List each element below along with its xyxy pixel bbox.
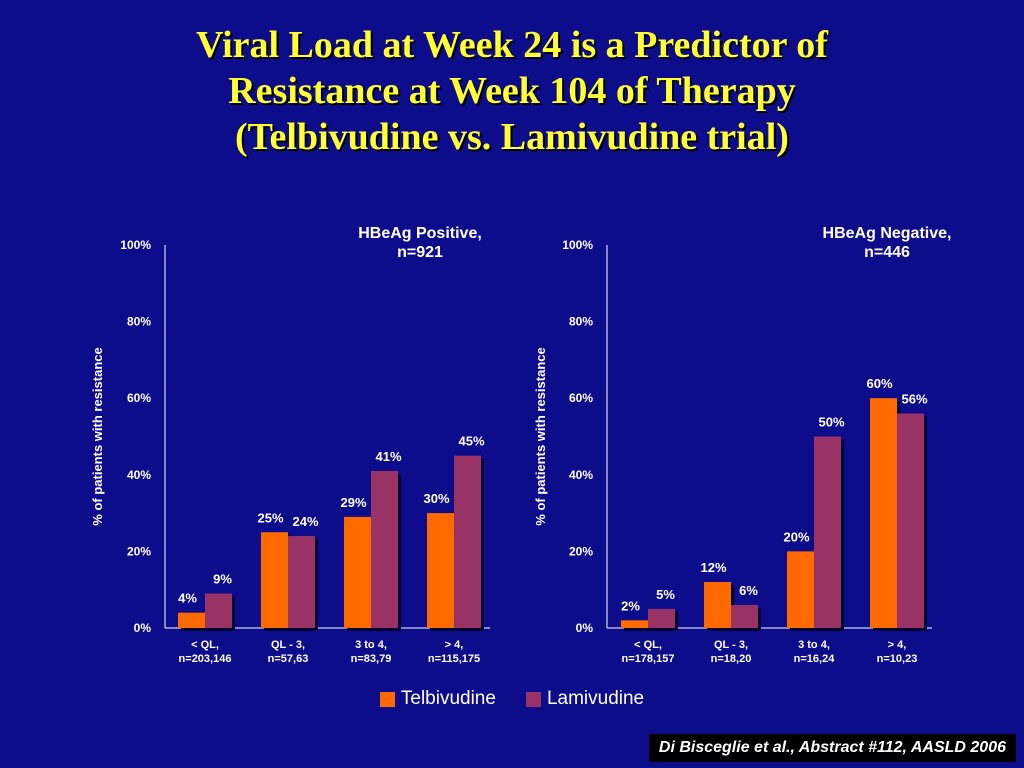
chart2-y-tick-label: 60% xyxy=(569,391,593,405)
chart2-data-label: 50% xyxy=(818,415,844,430)
chart2-bar-lamivudine xyxy=(731,605,758,628)
chart1-y-tick-label: 0% xyxy=(134,621,152,635)
chart2-data-label: 2% xyxy=(621,598,640,613)
chart1-data-label: 25% xyxy=(257,510,283,525)
chart1-y-tick-label: 60% xyxy=(127,391,151,405)
chart1-data-label: 30% xyxy=(423,491,449,506)
chart1-data-label: 9% xyxy=(213,572,232,587)
chart2-bar-telbivudine xyxy=(704,582,731,628)
chart1-panel-title: HBeAg Positive, n=921 xyxy=(358,225,482,261)
chart1-bar-telbivudine xyxy=(427,513,454,628)
chart1-data-label: 29% xyxy=(340,495,366,510)
chart1-data-label: 45% xyxy=(458,434,484,449)
chart1-bar-lamivudine xyxy=(288,536,315,628)
legend: Telbivudine Lamivudine xyxy=(0,688,1024,710)
chart2-y-tick-label: 20% xyxy=(569,544,593,558)
legend-label-lamivudine: Lamivudine xyxy=(546,688,645,709)
chart2-bar-lamivudine xyxy=(648,608,675,628)
chart2-category-label: > 4, n=10,23 xyxy=(877,639,918,665)
slide-title: Viral Load at Week 24 is a Predictor of … xyxy=(0,22,1024,160)
chart1-data-label: 4% xyxy=(178,591,197,606)
citation: Di Bisceglie et al., Abstract #112, AASL… xyxy=(648,734,1016,762)
chart2-data-label: 20% xyxy=(783,529,809,544)
chart2-data-label: 60% xyxy=(866,376,892,391)
chart1-y-axis-label: % of patients with resistance xyxy=(90,347,105,525)
chart2-bar-lamivudine xyxy=(814,436,841,628)
chart1-category-label: 3 to 4, n=83,79 xyxy=(351,639,392,665)
legend-swatch-lamivudine xyxy=(525,691,541,707)
chart1-bar-lamivudine xyxy=(371,470,398,628)
chart2-y-tick-label: 80% xyxy=(569,315,593,329)
legend-item-lamivudine: Lamivudine xyxy=(525,688,645,710)
chart2-y-tick-label: 40% xyxy=(569,468,593,482)
chart2-data-label: 5% xyxy=(656,587,675,602)
legend-item-telbivudine: Telbivudine xyxy=(379,688,496,710)
legend-swatch-telbivudine xyxy=(379,691,395,707)
chart1-data-label: 41% xyxy=(375,449,401,464)
chart2-data-label: 12% xyxy=(700,560,726,575)
chart2-bar-lamivudine xyxy=(897,413,924,628)
chart1-bar-lamivudine xyxy=(454,455,481,628)
chart1-category-label: < QL, n=203,146 xyxy=(179,639,232,665)
chart2-y-tick-label: 0% xyxy=(576,621,594,635)
legend-label-telbivudine: Telbivudine xyxy=(400,688,496,709)
title-line-3: (Telbivudine vs. Lamivudine trial) xyxy=(235,116,789,158)
chart1-data-label: 24% xyxy=(292,514,318,529)
chart1-y-tick-label: 80% xyxy=(127,315,151,329)
title-line-2: Resistance at Week 104 of Therapy xyxy=(228,70,796,112)
chart2-data-label: 6% xyxy=(739,583,758,598)
chart2-panel-title: HBeAg Negative, n=446 xyxy=(823,225,952,261)
title-line-1: Viral Load at Week 24 is a Predictor of xyxy=(196,24,828,66)
chart1-bar-telbivudine xyxy=(344,516,371,628)
chart2-data-label: 56% xyxy=(901,392,927,407)
chart1-y-tick-label: 100% xyxy=(120,238,151,252)
chart1-y-tick-label: 40% xyxy=(127,468,151,482)
chart1-bar-lamivudine xyxy=(205,593,232,628)
chart1-category-label: > 4, n=115,175 xyxy=(428,639,480,665)
chart2-category-label: 3 to 4, n=16,24 xyxy=(794,639,836,665)
chart2-bar-telbivudine xyxy=(621,620,648,628)
chart1-y-tick-label: 20% xyxy=(127,544,151,558)
chart2-y-tick-label: 100% xyxy=(562,238,593,252)
chart1-bar-telbivudine xyxy=(261,532,288,628)
chart2-bar-telbivudine xyxy=(870,398,897,628)
chart2-y-axis-label: % of patients with resistance xyxy=(533,347,548,525)
chart1-category-label: QL - 3, n=57,63 xyxy=(268,639,309,665)
chart2-category-label: < QL, n=178,157 xyxy=(622,639,675,665)
chart1-bar-telbivudine xyxy=(178,612,205,628)
chart2-bar-telbivudine xyxy=(787,551,814,628)
chart2-category-label: QL - 3, n=18,20 xyxy=(711,639,752,665)
